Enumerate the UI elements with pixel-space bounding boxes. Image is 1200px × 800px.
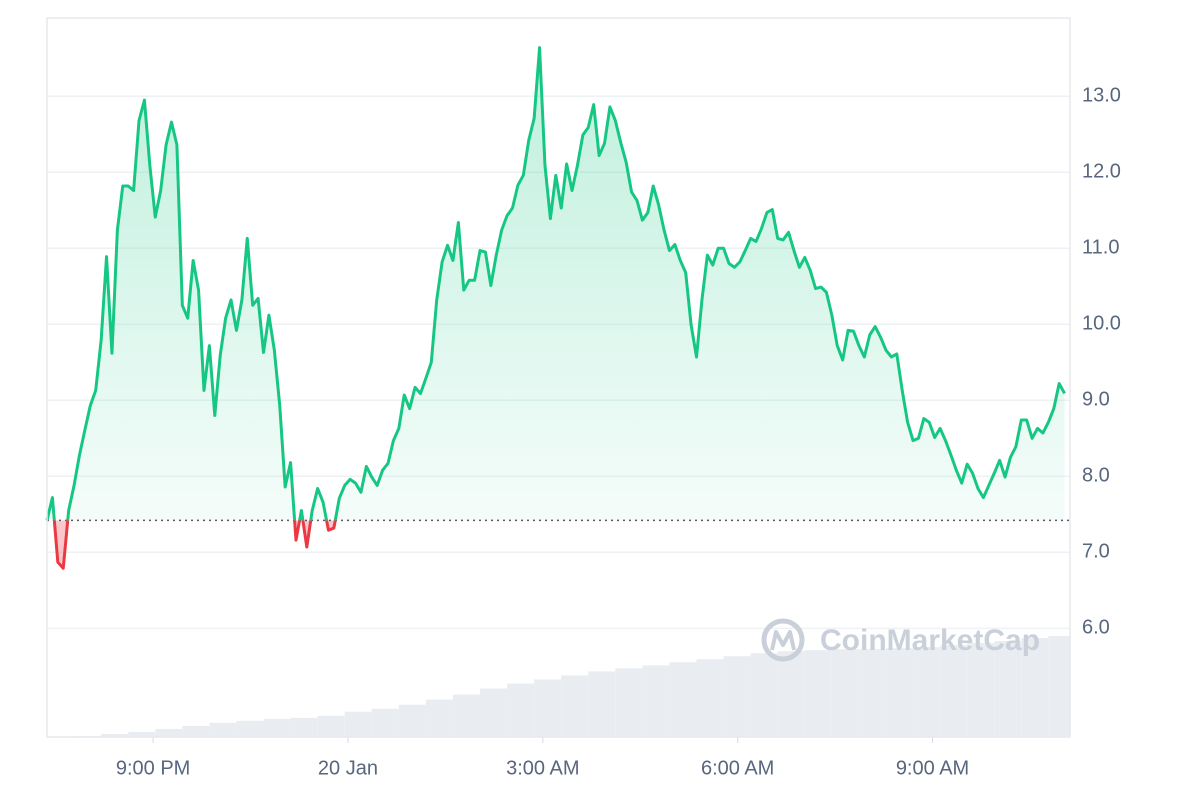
x-tick-label: 3:00 AM (506, 757, 579, 779)
volume-bar (371, 708, 399, 737)
volume-bar (940, 645, 968, 737)
price-line (45, 46, 1066, 521)
volume-bar (561, 675, 589, 737)
y-tick-label: 11.0 (1082, 237, 1119, 259)
plot-frame (46, 17, 1071, 738)
x-tick-label: 9:00 PM (116, 757, 190, 779)
volume-bar (263, 718, 291, 737)
area-above (47, 47, 1065, 521)
y-tick-label: 9.0 (1082, 389, 1110, 411)
volume-bar (290, 717, 318, 737)
volume-bar (1048, 636, 1070, 737)
x-tick-label: 9:00 AM (896, 757, 969, 779)
volume-bar (588, 671, 616, 737)
volume-bar (615, 668, 643, 737)
x-tick-label: 20 Jan (318, 757, 378, 779)
volume-bar (236, 720, 264, 737)
volume-bar (804, 650, 832, 737)
volume-bar (534, 679, 562, 737)
volume-bar (831, 649, 859, 737)
watermark: CoinMarketCap (761, 618, 1040, 662)
volume-bar (480, 688, 508, 737)
y-tick-label: 13.0 (1082, 85, 1121, 107)
volume-bar (696, 659, 724, 737)
volume-bar (669, 662, 697, 737)
volume-bar (1021, 638, 1049, 737)
volume-bar (750, 653, 778, 737)
volume-bar (913, 647, 941, 737)
volume-bar (858, 649, 886, 737)
volume-bar (777, 651, 805, 737)
volume-bar (398, 704, 426, 737)
y-tick-label: 12.0 (1082, 161, 1121, 183)
volume-bar (885, 648, 914, 737)
y-tick-label: 10.0 (1082, 313, 1121, 335)
volume-bar (344, 711, 372, 737)
volume-bar (723, 656, 751, 737)
watermark-logo (761, 618, 805, 662)
volume-bar (128, 731, 156, 737)
watermark-logo-m (770, 630, 796, 651)
volume-bar (317, 715, 345, 737)
y-tick-label: 7.0 (1082, 541, 1110, 563)
volume-bar (452, 694, 481, 737)
volume-bar (507, 683, 535, 737)
volume-bar (967, 643, 995, 737)
volume-bar (155, 728, 183, 737)
volume-bar (209, 722, 237, 737)
watermark-text: CoinMarketCap (820, 624, 1040, 657)
y-tick-label: 6.0 (1082, 617, 1110, 639)
volume-bar (994, 641, 1022, 737)
volume-bar (182, 725, 210, 737)
volume-bar (642, 665, 670, 737)
y-tick-label: 8.0 (1082, 465, 1110, 487)
x-tick-label: 6:00 AM (701, 757, 774, 779)
volume-bar (425, 699, 453, 737)
volume-bar (101, 733, 129, 737)
